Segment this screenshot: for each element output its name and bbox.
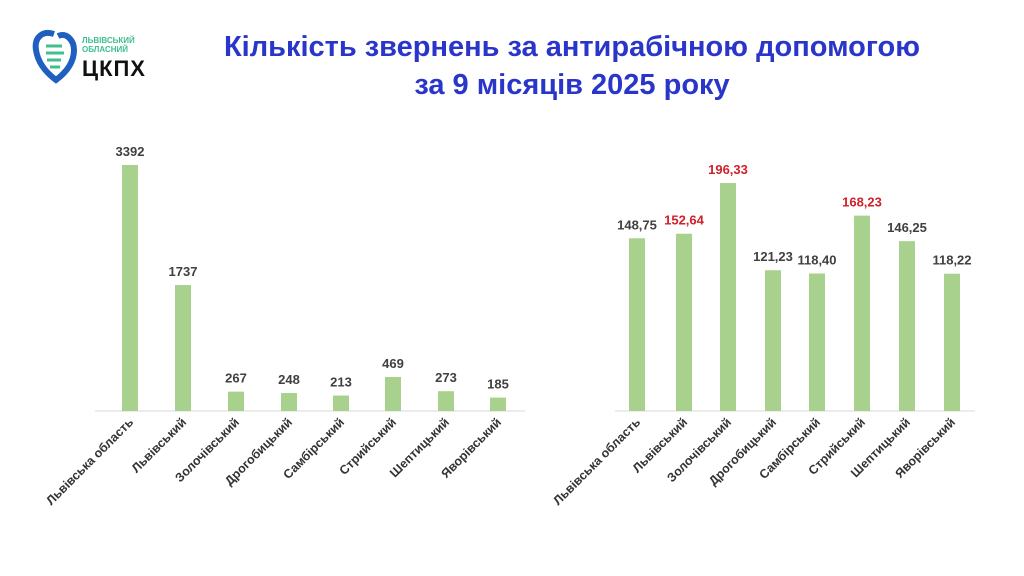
data-label: 152,64 [664,213,705,228]
data-label: 196,33 [708,162,748,177]
data-label: 185 [487,377,509,392]
bar [228,391,244,411]
title-line2: за 9 місяців 2025 року [414,69,730,101]
bar [490,397,506,411]
data-label: 469 [382,356,404,371]
page-title: Кількість звернень за антирабічною допом… [140,28,1004,104]
data-label: 121,23 [753,249,793,264]
data-label: 148,75 [617,217,657,232]
bar [385,376,401,411]
bar [676,233,692,411]
category-label: Львівська область [550,415,643,508]
bar [175,285,191,411]
data-label: 273 [435,370,457,385]
shield-heart-icon [32,30,78,84]
bar [899,241,915,411]
data-label: 267 [225,371,247,386]
data-label: 3392 [116,144,145,159]
logo-main: ЦКПХ [82,56,146,81]
bar [122,165,138,411]
data-label: 118,22 [932,253,971,268]
bar [333,395,349,411]
category-label: Львівська область [43,415,136,508]
data-label: 248 [278,372,300,387]
bar [944,273,960,411]
data-label: 1737 [169,264,198,279]
bar [281,393,297,411]
bar [809,273,825,411]
bar [629,238,645,411]
data-label: 168,23 [842,195,882,210]
bar [854,215,870,411]
logo: ЛЬВІВСЬКИЙ ОБЛАСНИЙ ЦКПХ [32,28,172,88]
bar [720,183,736,411]
data-label: 146,25 [887,220,927,235]
logo-line1: ЛЬВІВСЬКИЙ [82,36,135,45]
bar [765,270,781,411]
data-label: 213 [330,375,352,390]
title-line1: Кількість звернень за антирабічною допом… [223,31,921,63]
data-label: 118,40 [797,253,836,268]
logo-line2: ОБЛАСНИЙ [82,45,129,54]
bar [438,391,454,411]
